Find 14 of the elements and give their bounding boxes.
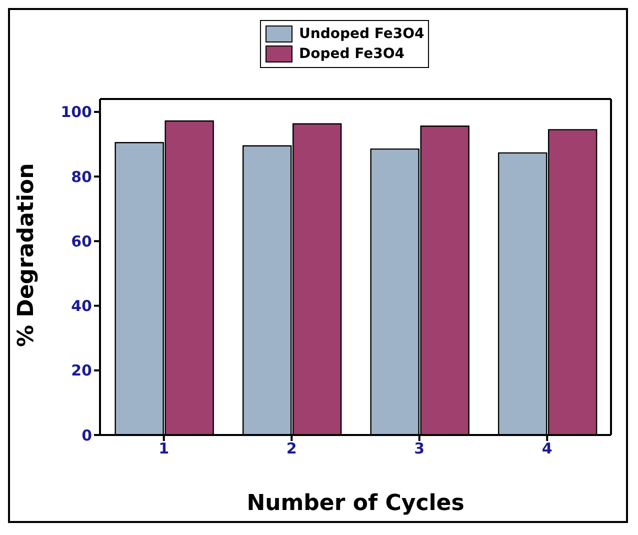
x-axis-title: Number of Cycles: [246, 491, 464, 516]
y-tick-label: 100: [60, 103, 92, 122]
x-tick-label: 1: [158, 440, 170, 458]
y-tick-label: 80: [71, 168, 92, 186]
y-tick-label: 40: [71, 297, 92, 316]
y-axis-title: % Degradation: [14, 163, 39, 347]
x-tick-label: 3: [414, 440, 425, 458]
x-tick-label: 4: [542, 440, 552, 458]
y-tick-label: 20: [71, 362, 92, 380]
x-tick-label: 2: [286, 440, 297, 458]
y-tick-label: 0: [82, 426, 92, 444]
legend-label: Undoped Fe3O4: [299, 26, 424, 42]
y-tick-label: 60: [71, 232, 92, 250]
legend-label: Doped Fe3O4: [299, 46, 405, 62]
